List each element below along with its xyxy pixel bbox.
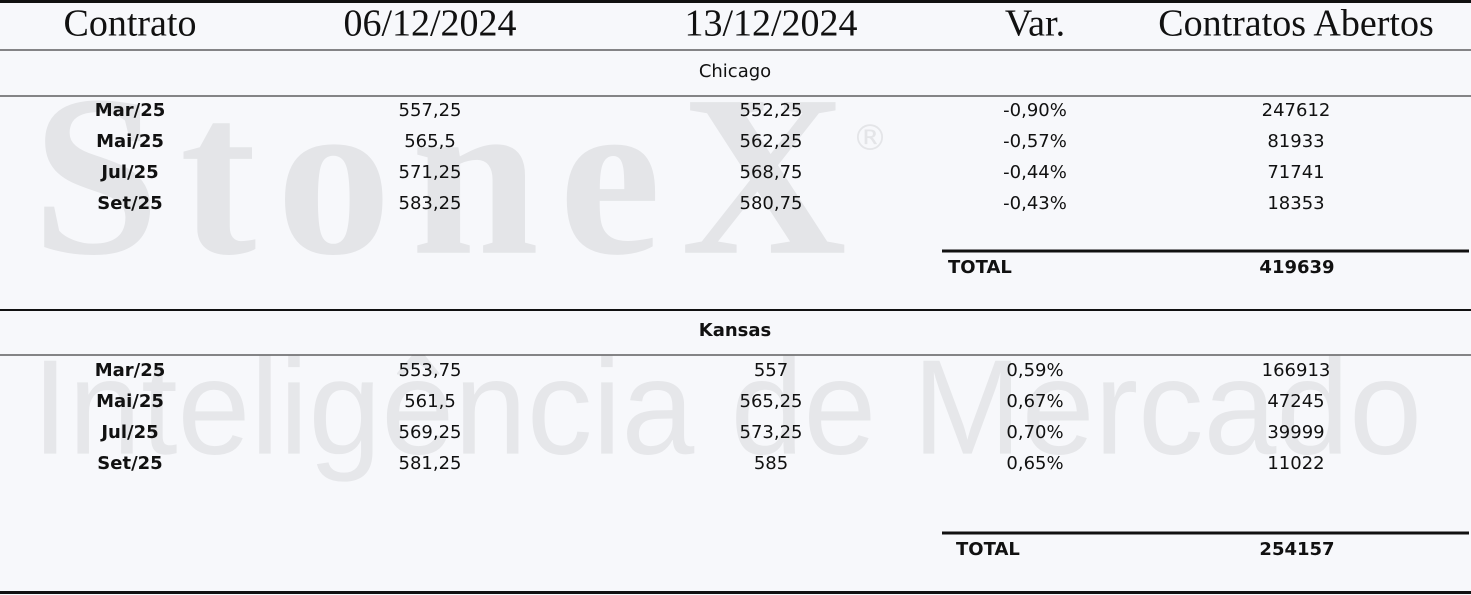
cell: 166913 — [1262, 360, 1331, 381]
cell: -0,90% — [1003, 100, 1067, 121]
cell: 585 — [754, 453, 788, 474]
total-value: 419639 — [1259, 257, 1334, 278]
total-label: TOTAL — [948, 257, 1012, 278]
cell: -0,43% — [1003, 193, 1067, 214]
cell: 557,25 — [399, 100, 462, 121]
cell: 11022 — [1267, 453, 1324, 474]
cell: 565,5 — [404, 131, 456, 152]
cell: 561,5 — [404, 391, 456, 412]
cell: 71741 — [1267, 162, 1324, 183]
cell: 81933 — [1267, 131, 1324, 152]
cell: 565,25 — [740, 391, 803, 412]
cell: 583,25 — [399, 193, 462, 214]
watermark-registered: ® — [852, 118, 888, 159]
cell: 0,67% — [1006, 391, 1063, 412]
cell: 580,75 — [740, 193, 803, 214]
cell: 571,25 — [399, 162, 462, 183]
cell: 39999 — [1267, 422, 1324, 443]
cell: 562,25 — [740, 131, 803, 152]
cell: 553,75 — [399, 360, 462, 381]
total-label: TOTAL — [956, 539, 1020, 560]
cell: 247612 — [1262, 100, 1331, 121]
contract-cell: Mai/25 — [96, 131, 164, 152]
total-value: 254157 — [1259, 539, 1334, 560]
cell: 569,25 — [399, 422, 462, 443]
column-header: Contrato — [64, 3, 197, 45]
cell: 568,75 — [740, 162, 803, 183]
column-header: 06/12/2024 — [343, 3, 516, 45]
contract-cell: Set/25 — [97, 193, 162, 214]
cell: 0,59% — [1006, 360, 1063, 381]
watermark-tagline: Inteligência de Mercado — [32, 332, 1422, 483]
contract-cell: Jul/25 — [99, 422, 158, 443]
contract-cell: Mai/25 — [96, 391, 164, 412]
contract-cell: Mar/25 — [95, 100, 166, 121]
contract-cell: Mar/25 — [95, 360, 166, 381]
contract-cell: Jul/25 — [99, 162, 158, 183]
cell: 581,25 — [399, 453, 462, 474]
cell: 18353 — [1267, 193, 1324, 214]
cell: 0,65% — [1006, 453, 1063, 474]
column-header: Var. — [1005, 3, 1065, 45]
column-header: Contratos Abertos — [1158, 3, 1433, 45]
cell: 47245 — [1267, 391, 1324, 412]
contract-cell: Set/25 — [97, 453, 162, 474]
cell: -0,57% — [1003, 131, 1067, 152]
cell: 0,70% — [1006, 422, 1063, 443]
cell: 557 — [754, 360, 788, 381]
cell: 573,25 — [740, 422, 803, 443]
section-title: Chicago — [699, 61, 771, 82]
section-title: Kansas — [699, 320, 771, 341]
cell: 552,25 — [740, 100, 803, 121]
cell: -0,44% — [1003, 162, 1067, 183]
column-header: 13/12/2024 — [684, 3, 857, 45]
